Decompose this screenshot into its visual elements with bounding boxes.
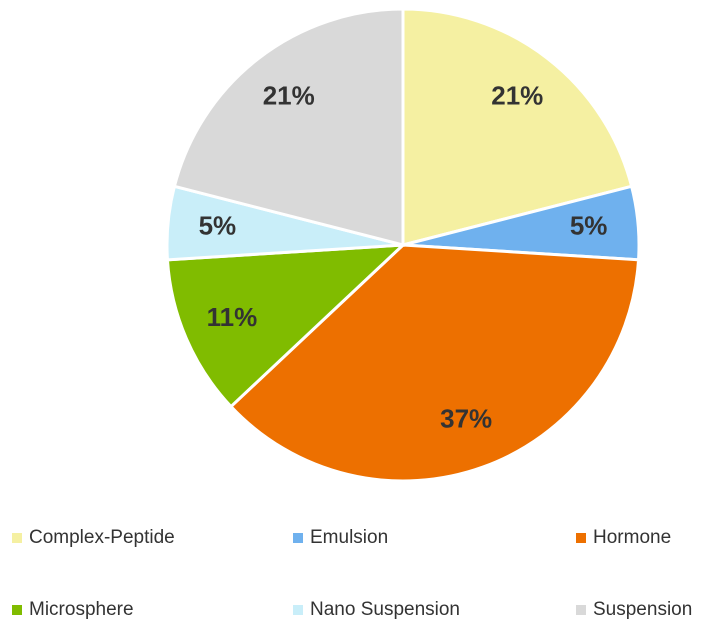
legend-swatch <box>12 533 22 543</box>
legend-swatch <box>12 605 22 615</box>
legend-swatch <box>293 605 303 615</box>
legend-swatch <box>576 605 586 615</box>
pie-slice <box>401 7 634 247</box>
data-label: 37% <box>440 403 492 433</box>
legend-label: Emulsion <box>310 527 388 548</box>
pie-slice <box>228 243 641 483</box>
data-label: 5% <box>199 210 237 240</box>
legend-swatch <box>576 533 586 543</box>
pie-slice <box>165 243 408 409</box>
legend-label: Microsphere <box>29 599 134 620</box>
legend-label: Suspension <box>593 599 692 620</box>
pie-slice <box>172 7 405 247</box>
legend-label: Hormone <box>593 527 671 548</box>
data-label: 11% <box>207 302 258 332</box>
legend-label: Nano Suspension <box>310 599 460 620</box>
legend-swatch <box>293 533 303 543</box>
data-label: 21% <box>491 81 543 111</box>
data-label: 5% <box>570 210 608 240</box>
data-label: 21% <box>263 81 315 111</box>
legend-label: Complex-Peptide <box>29 527 175 548</box>
